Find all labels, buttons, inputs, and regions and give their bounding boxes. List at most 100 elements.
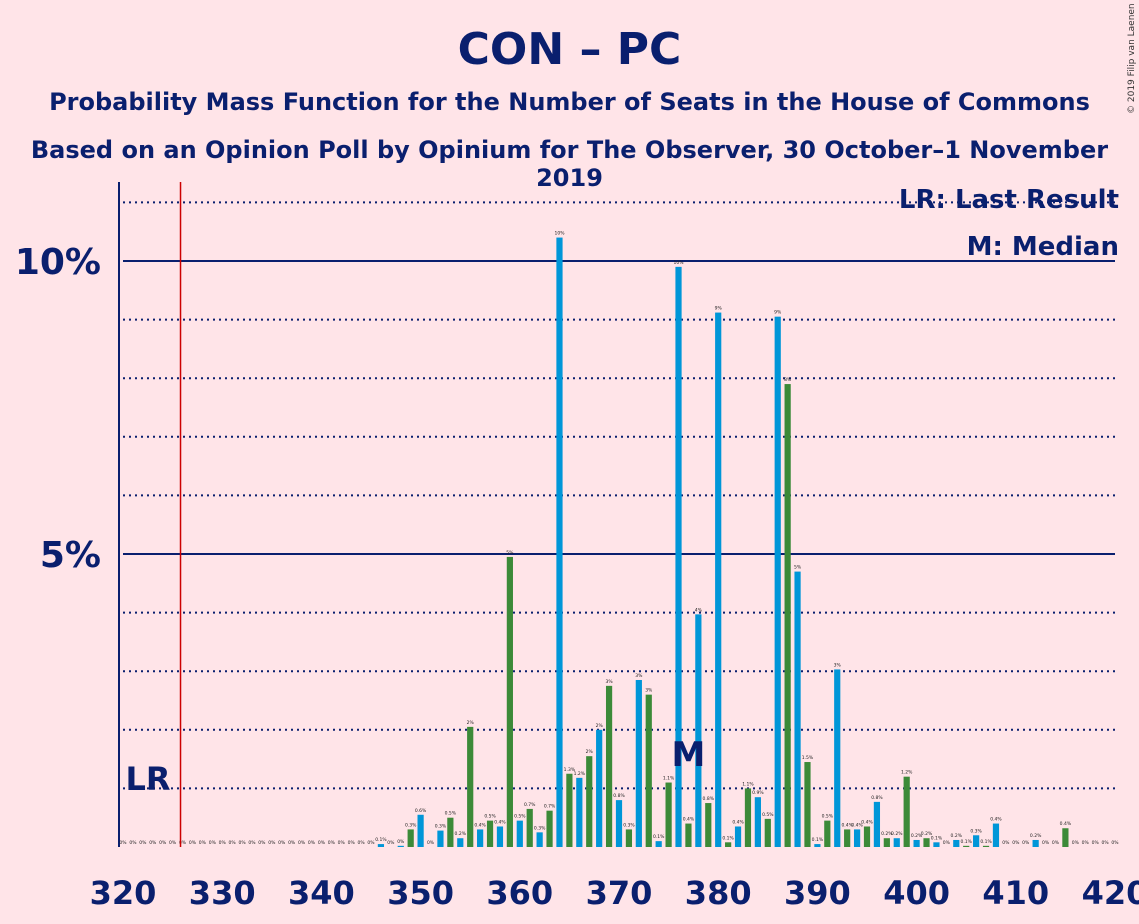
bar-seat-371 bbox=[625, 829, 633, 847]
bar-seat-362 bbox=[536, 832, 543, 847]
bar-seat-373 bbox=[645, 694, 652, 847]
bar-value-label: 0.2% bbox=[951, 833, 963, 839]
bar-value-label: 0.4% bbox=[990, 817, 1002, 823]
bar-seat-397 bbox=[883, 838, 890, 847]
bar-seat-395 bbox=[863, 826, 871, 847]
bar-value-label: 0.1% bbox=[812, 837, 824, 843]
bar-seat-399 bbox=[903, 776, 910, 847]
bar-value-label: 0.3% bbox=[435, 824, 447, 830]
bar-value-label: 10% bbox=[554, 231, 565, 237]
x-tick-label: 370 bbox=[586, 874, 653, 912]
bar-value-label: 0.7% bbox=[524, 802, 536, 808]
bar-value-label: 10% bbox=[674, 260, 685, 266]
bar-value-label: 8% bbox=[784, 377, 792, 383]
bar-value-label: 0% bbox=[1052, 840, 1060, 846]
bar-value-label: 2% bbox=[467, 720, 475, 726]
bar-value-label: 0.2% bbox=[1030, 833, 1042, 839]
bar-value-label: 0% bbox=[159, 840, 167, 846]
last-result-marker: LR bbox=[125, 760, 170, 798]
bar-value-label: 0.1% bbox=[653, 834, 665, 840]
bar-seat-402 bbox=[933, 842, 940, 847]
bar-seat-354 bbox=[457, 838, 464, 847]
bar-seat-384 bbox=[754, 797, 761, 847]
bar-value-label: 0% bbox=[1002, 840, 1010, 846]
bar-value-label: 0% bbox=[238, 840, 246, 846]
bar-value-label: 3% bbox=[834, 662, 842, 668]
x-tick-label: 320 bbox=[90, 874, 157, 912]
bar-seat-394 bbox=[853, 829, 861, 847]
bar-value-label: 1.1% bbox=[663, 776, 675, 782]
bar-seat-392 bbox=[834, 669, 841, 847]
bar-value-label: 0% bbox=[318, 840, 326, 846]
bar-value-label: 1.5% bbox=[802, 755, 814, 761]
bar-value-label: 0.8% bbox=[613, 793, 625, 799]
bar-seat-415 bbox=[1062, 828, 1069, 847]
chart-subtitle-poll: Based on an Opinion Poll by Opinium for … bbox=[30, 136, 1109, 192]
bar-value-label: 0.6% bbox=[415, 808, 427, 814]
bar-value-label: 5% bbox=[506, 550, 514, 556]
bar-value-label: 0.2% bbox=[891, 831, 903, 837]
bar-seat-393 bbox=[844, 829, 851, 847]
bar-value-label: 0.1% bbox=[960, 839, 972, 845]
bar-seat-387 bbox=[784, 384, 791, 847]
bar-seat-379 bbox=[705, 803, 712, 847]
bar-value-label: 0.3% bbox=[970, 828, 982, 834]
bar-seat-407 bbox=[982, 845, 990, 847]
bar-value-label: 0.5% bbox=[514, 814, 526, 820]
bar-seat-378 bbox=[695, 614, 702, 847]
bar-seat-396 bbox=[873, 801, 881, 847]
bar-value-label: 1.2% bbox=[901, 770, 913, 776]
bar-seat-355 bbox=[467, 726, 474, 847]
bar-value-label: 0% bbox=[169, 840, 177, 846]
bar-seat-412 bbox=[1032, 839, 1039, 847]
bar-value-label: 0% bbox=[1082, 840, 1090, 846]
bar-seat-385 bbox=[764, 818, 771, 847]
bar-value-label: 0% bbox=[179, 840, 187, 846]
x-tick-label: 380 bbox=[685, 874, 752, 912]
bar-value-label: 0% bbox=[427, 840, 435, 846]
bar-value-label: 2% bbox=[586, 749, 594, 755]
bar-seat-375 bbox=[665, 782, 672, 847]
legend-last-result: LR: Last Result bbox=[898, 185, 1119, 215]
bar-seat-349 bbox=[407, 829, 414, 847]
bar-value-label: 0.5% bbox=[445, 811, 457, 817]
bar-value-label: 0.3% bbox=[623, 822, 635, 828]
bar-seat-369 bbox=[605, 685, 613, 847]
bar-value-label: 0% bbox=[367, 840, 375, 846]
bar-value-label: 0% bbox=[1022, 840, 1030, 846]
bar-value-label: 0% bbox=[119, 840, 127, 846]
bar-value-label: 0% bbox=[199, 840, 207, 846]
bar-seat-390 bbox=[814, 844, 821, 847]
bar-seat-370 bbox=[615, 800, 623, 847]
bar-value-label: 0.5% bbox=[822, 814, 834, 820]
bar-value-label: 0.4% bbox=[474, 822, 486, 828]
bar-value-label: 0% bbox=[268, 840, 276, 846]
bar-value-label: 0% bbox=[1092, 840, 1100, 846]
bar-value-label: 0.8% bbox=[703, 796, 715, 802]
bar-value-label: 0% bbox=[149, 840, 157, 846]
bar-value-label: 2% bbox=[596, 723, 604, 729]
x-tick-label: 340 bbox=[288, 874, 355, 912]
bar-seat-361 bbox=[526, 808, 533, 847]
bar-value-label: 0.1% bbox=[722, 835, 734, 841]
bar-value-label: 0% bbox=[248, 840, 256, 846]
bar-seat-358 bbox=[496, 826, 504, 847]
bar-value-label: 0% bbox=[943, 840, 951, 846]
bar-value-label: 0% bbox=[219, 840, 227, 846]
bar-value-label: 0.4% bbox=[851, 822, 863, 828]
median-marker: M bbox=[672, 735, 706, 775]
bar-value-label: 0% bbox=[129, 840, 137, 846]
bar-seat-398 bbox=[893, 838, 900, 847]
bar-seat-376 bbox=[675, 266, 682, 847]
bar-value-label: 0% bbox=[298, 840, 306, 846]
bar-value-label: 0.2% bbox=[911, 833, 923, 839]
bar-seat-357 bbox=[486, 820, 494, 847]
bar-value-label: 9% bbox=[715, 306, 723, 312]
bar-value-label: 0.5% bbox=[484, 814, 496, 820]
bar-value-label: 0.3% bbox=[405, 822, 417, 828]
bar-seat-401 bbox=[923, 838, 930, 847]
bar-seat-386 bbox=[774, 316, 781, 847]
bar-seat-388 bbox=[794, 571, 801, 847]
bar-value-label: 1.1% bbox=[742, 781, 754, 787]
